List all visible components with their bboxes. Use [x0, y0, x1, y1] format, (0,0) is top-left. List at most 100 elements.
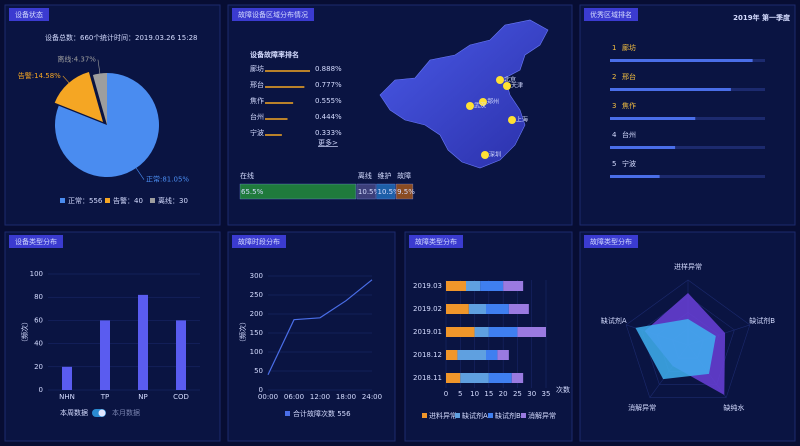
radar-axis-label: 进样异常 — [674, 262, 702, 271]
bar-segment — [446, 373, 461, 383]
leader-line — [97, 59, 101, 74]
legend-label: 进料异常 — [429, 411, 457, 420]
rank-number: 2 — [612, 73, 616, 81]
more-link: 更多> — [318, 138, 338, 147]
legend-swatch — [60, 198, 65, 203]
rate-label: 0.333% — [315, 129, 342, 137]
city-name: 焦作 — [250, 96, 264, 105]
legend-swatch — [105, 198, 110, 203]
rank-bar — [610, 146, 676, 149]
y-tick-label: 2018.11 — [413, 374, 442, 382]
rank-number: 5 — [612, 160, 616, 168]
rate-label: 0.444% — [315, 113, 342, 121]
x-tick-label: 0 — [444, 390, 448, 398]
bar-segment — [480, 281, 504, 291]
bar-segment — [486, 350, 498, 360]
rank-number: 4 — [612, 131, 617, 139]
y-tick-label: 150 — [250, 329, 263, 337]
pie-label: 告警:14.58% — [18, 71, 61, 80]
city-dot — [508, 116, 516, 124]
legend-label: 本月数据 — [112, 408, 140, 417]
radar-axis-label: 缺试剂A — [601, 316, 627, 325]
rate-label: 0.555% — [315, 97, 342, 105]
y-tick-label: 40 — [34, 340, 43, 348]
legend-label: 本周数据 — [60, 408, 88, 417]
y-tick-label: 300 — [250, 272, 263, 280]
city-label: 深圳 — [489, 151, 501, 159]
legend-label: 告警：40 — [113, 196, 143, 205]
legend-swatch — [150, 198, 155, 203]
bar-segment — [503, 281, 524, 291]
bar-segment — [488, 327, 518, 337]
x-tick-label: TP — [100, 393, 110, 401]
y-tick-label: 2018.12 — [413, 351, 442, 359]
y-tick-label: 80 — [34, 293, 43, 301]
panel-title-bg — [9, 235, 63, 248]
city-label: 天津 — [511, 83, 523, 90]
rate-label: 0.777% — [315, 81, 342, 89]
rank-track — [610, 146, 765, 149]
x-tick-label: 24:00 — [362, 393, 382, 401]
panel-title-bg — [409, 235, 463, 248]
x-tick-label: NHN — [59, 393, 75, 401]
radar-grid — [641, 295, 735, 385]
bar-segment — [474, 327, 489, 337]
x-tick-label: 10 — [470, 390, 479, 398]
x-tick-label: 18:00 — [336, 393, 356, 401]
toggle-knob — [98, 409, 106, 417]
city-name: 邢台 — [250, 80, 264, 89]
status-segment — [376, 183, 396, 200]
y-tick-label: 50 — [254, 367, 263, 375]
status-name: 离线 — [358, 171, 372, 180]
legend-swatch — [455, 413, 460, 418]
device-total: 设备总数：660个 — [45, 33, 100, 42]
rank-bar — [610, 175, 660, 178]
bar-segment — [460, 373, 489, 383]
legend-label: 消解异常 — [528, 411, 556, 420]
panel-title: 故障类型分布 — [590, 237, 632, 246]
y-tick-label: 0 — [39, 386, 43, 394]
status-value: 9.5% — [397, 188, 415, 196]
bar-segment — [446, 350, 458, 360]
status-value: 10.5% — [358, 188, 381, 196]
status-value: 65.5% — [241, 188, 264, 196]
bar-segment — [511, 373, 524, 383]
status-name: 维护 — [378, 171, 392, 180]
panel-title-bg — [232, 235, 286, 248]
pie-slice — [92, 73, 107, 125]
rate-label: 0.888% — [315, 65, 342, 73]
x-tick-label: COD — [173, 393, 189, 401]
city-label: 武汉 — [474, 102, 486, 110]
y-axis-label: （频次） — [238, 318, 247, 346]
panel-title-bg — [232, 8, 314, 21]
y-tick-label: 60 — [34, 316, 43, 324]
radar-axis-label: 缺纯水 — [723, 403, 744, 412]
bar-segment — [517, 327, 546, 337]
x-tick-label: 25 — [513, 390, 522, 398]
legend-label: 合计故障次数 556 — [293, 409, 351, 418]
bar-segment — [488, 373, 512, 383]
bar-segment — [446, 327, 475, 337]
panel — [579, 4, 796, 226]
radar-grid — [625, 279, 751, 398]
y-tick-label: 2019.01 — [413, 328, 442, 336]
china-map — [379, 19, 549, 169]
y-tick-label: 2019.02 — [413, 305, 442, 313]
x-tick-label: 06:00 — [284, 393, 304, 401]
legend-label: 缺试剂A — [462, 411, 488, 420]
radar-axis-label: 缺试剂B — [749, 316, 775, 325]
x-tick-label: 15 — [484, 390, 493, 398]
legend-label: 正常：556 — [68, 196, 103, 205]
city-name: 廊坊 — [250, 64, 264, 73]
city-dot — [496, 76, 504, 84]
bar-segment — [486, 304, 509, 314]
panel-title: 故障时段分布 — [238, 237, 280, 246]
legend-swatch — [488, 413, 493, 418]
y-tick-label: 20 — [34, 363, 43, 371]
panel-title: 故障类型分布 — [415, 237, 457, 246]
bar-segment — [457, 350, 486, 360]
line — [267, 279, 373, 376]
y-tick-label: 200 — [250, 310, 263, 318]
bar — [138, 294, 148, 390]
